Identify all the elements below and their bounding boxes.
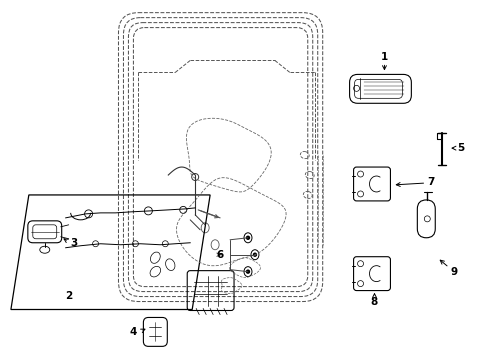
Text: 9: 9 <box>450 267 457 276</box>
Text: 6: 6 <box>216 250 224 260</box>
Text: 8: 8 <box>370 297 377 306</box>
Circle shape <box>246 236 249 239</box>
Text: 7: 7 <box>427 177 434 187</box>
Circle shape <box>246 270 249 273</box>
Circle shape <box>253 253 256 256</box>
Text: 4: 4 <box>129 327 137 337</box>
Text: 3: 3 <box>70 238 77 248</box>
Text: 5: 5 <box>457 143 464 153</box>
Text: 2: 2 <box>65 291 72 301</box>
Text: 1: 1 <box>380 53 387 63</box>
